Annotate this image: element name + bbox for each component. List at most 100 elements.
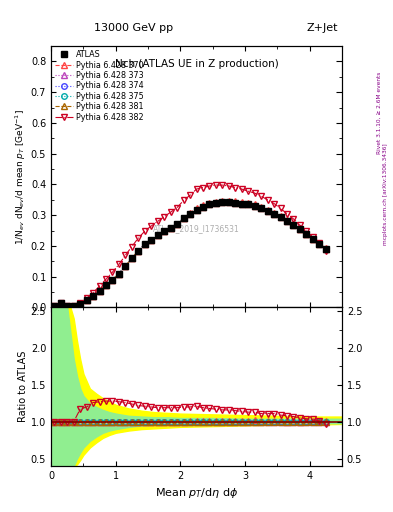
Pythia 6.428 370 — [168, 224, 173, 230]
Pythia 6.428 370 — [97, 288, 102, 294]
Pythia 6.428 370 — [84, 297, 89, 303]
Pythia 6.428 374 — [265, 207, 270, 214]
Pythia 6.428 381 — [59, 300, 63, 306]
ATLAS — [272, 210, 276, 217]
Pythia 6.428 373 — [278, 214, 283, 220]
ATLAS — [162, 228, 167, 234]
Pythia 6.428 374 — [233, 200, 238, 206]
Pythia 6.428 375 — [278, 214, 283, 220]
Pythia 6.428 374 — [91, 293, 95, 299]
Pythia 6.428 375 — [317, 241, 321, 247]
ATLAS — [226, 199, 231, 205]
Line: Pythia 6.428 381: Pythia 6.428 381 — [51, 200, 329, 309]
Pythia 6.428 375 — [304, 231, 309, 238]
Pythia 6.428 373 — [91, 293, 95, 299]
Pythia 6.428 374 — [323, 246, 328, 252]
ATLAS — [291, 222, 296, 228]
Pythia 6.428 373 — [259, 204, 263, 210]
Pythia 6.428 373 — [233, 200, 238, 206]
Pythia 6.428 381 — [272, 210, 276, 217]
Pythia 6.428 373 — [317, 241, 321, 247]
Pythia 6.428 381 — [285, 218, 289, 224]
ATLAS — [175, 221, 180, 227]
Pythia 6.428 374 — [65, 303, 70, 309]
Pythia 6.428 373 — [97, 288, 102, 294]
ATLAS — [188, 210, 193, 217]
Pythia 6.428 374 — [104, 282, 108, 288]
ATLAS — [246, 201, 251, 207]
Pythia 6.428 370 — [142, 241, 147, 247]
Pythia 6.428 374 — [298, 226, 302, 232]
Pythia 6.428 381 — [72, 303, 76, 309]
Pythia 6.428 375 — [259, 204, 263, 210]
Pythia 6.428 375 — [323, 246, 328, 252]
Pythia 6.428 374 — [226, 199, 231, 205]
Pythia 6.428 381 — [213, 200, 218, 206]
Pythia 6.428 381 — [175, 221, 180, 227]
Y-axis label: 1/N$_{ev}$ dN$_{ev}$/d mean $p_T$ [GeV$^{-1}$]: 1/N$_{ev}$ dN$_{ev}$/d mean $p_T$ [GeV$^… — [14, 109, 28, 245]
Pythia 6.428 370 — [59, 300, 63, 306]
Line: Pythia 6.428 370: Pythia 6.428 370 — [51, 198, 329, 309]
ATLAS — [259, 204, 263, 210]
ATLAS — [233, 200, 238, 206]
Pythia 6.428 373 — [65, 303, 70, 309]
Pythia 6.428 370 — [117, 270, 121, 276]
Pythia 6.428 374 — [136, 247, 141, 253]
Pythia 6.428 370 — [52, 303, 57, 309]
Pythia 6.428 373 — [142, 241, 147, 247]
Pythia 6.428 381 — [52, 303, 57, 309]
ATLAS — [252, 203, 257, 209]
Pythia 6.428 382 — [72, 303, 76, 309]
Pythia 6.428 373 — [194, 207, 199, 213]
Y-axis label: Ratio to ATLAS: Ratio to ATLAS — [18, 351, 28, 422]
Pythia 6.428 381 — [142, 241, 147, 247]
Pythia 6.428 375 — [91, 293, 95, 299]
Pythia 6.428 370 — [104, 282, 108, 288]
Pythia 6.428 370 — [110, 277, 115, 283]
Pythia 6.428 382 — [97, 283, 102, 289]
Pythia 6.428 370 — [291, 221, 296, 227]
Pythia 6.428 370 — [200, 202, 205, 208]
Pythia 6.428 375 — [194, 207, 199, 213]
Pythia 6.428 373 — [110, 277, 115, 283]
Pythia 6.428 370 — [194, 205, 199, 211]
Pythia 6.428 382 — [310, 234, 315, 241]
Pythia 6.428 382 — [59, 300, 63, 306]
Pythia 6.428 373 — [175, 221, 180, 227]
ATLAS — [220, 199, 225, 205]
Pythia 6.428 381 — [84, 297, 89, 303]
Pythia 6.428 373 — [207, 201, 212, 207]
Pythia 6.428 382 — [246, 188, 251, 195]
Pythia 6.428 373 — [310, 236, 315, 242]
Pythia 6.428 373 — [78, 301, 83, 307]
Pythia 6.428 370 — [149, 237, 154, 243]
Pythia 6.428 373 — [181, 215, 186, 221]
ATLAS — [155, 232, 160, 238]
Pythia 6.428 375 — [110, 277, 115, 283]
Pythia 6.428 373 — [239, 201, 244, 207]
ATLAS — [110, 277, 115, 283]
Line: ATLAS: ATLAS — [51, 200, 329, 309]
Pythia 6.428 374 — [130, 255, 134, 261]
Pythia 6.428 373 — [285, 218, 289, 224]
ATLAS — [181, 215, 186, 221]
Pythia 6.428 375 — [181, 215, 186, 221]
Pythia 6.428 381 — [97, 288, 102, 294]
Pythia 6.428 374 — [304, 231, 309, 238]
ATLAS — [213, 200, 218, 206]
ATLAS — [278, 214, 283, 220]
Pythia 6.428 375 — [130, 255, 134, 261]
Pythia 6.428 382 — [265, 197, 270, 203]
Pythia 6.428 370 — [136, 247, 141, 253]
Pythia 6.428 382 — [226, 183, 231, 189]
Pythia 6.428 382 — [200, 184, 205, 190]
Pythia 6.428 381 — [252, 203, 257, 209]
Pythia 6.428 381 — [304, 231, 309, 238]
Line: Pythia 6.428 374: Pythia 6.428 374 — [51, 200, 329, 309]
Line: Pythia 6.428 375: Pythia 6.428 375 — [51, 200, 329, 309]
Pythia 6.428 381 — [136, 247, 141, 253]
ATLAS — [59, 300, 63, 306]
Pythia 6.428 374 — [207, 201, 212, 207]
Pythia 6.428 382 — [259, 193, 263, 199]
Pythia 6.428 381 — [65, 303, 70, 309]
